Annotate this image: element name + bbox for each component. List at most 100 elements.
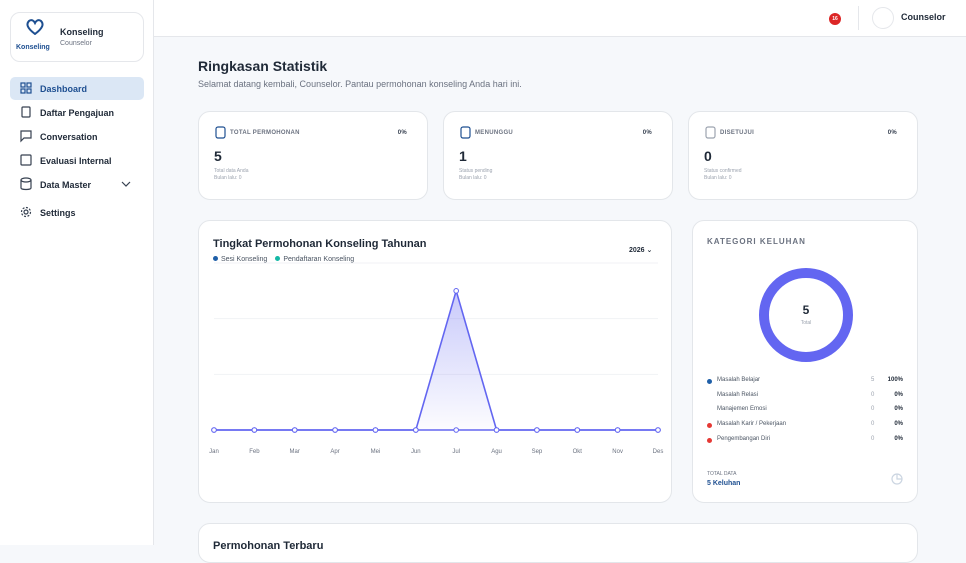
category-name: Masalah Relasi [717, 391, 759, 398]
legend-item: Sesi Konseling [213, 256, 267, 263]
legend-label: Sesi Konseling [221, 256, 268, 263]
footer-value: 5 Keluhan [707, 480, 741, 487]
line-chart-card: Tingkat Permohonan Konseling Tahunan 202… [198, 220, 672, 503]
stat-label: TOTAL PERMOHONAN [230, 130, 300, 136]
category-dot [707, 437, 712, 443]
stat-value: 5 [214, 148, 222, 164]
category-name: Pengembangan Diri [717, 435, 771, 442]
stat-note: Total data Anda [214, 168, 249, 174]
year: 2026 [629, 247, 645, 254]
logo-box: Konseling Konseling Counselor [10, 12, 144, 62]
logo-icon [26, 19, 44, 35]
category-count: 5 [871, 377, 875, 383]
stat-note: Status confirmed [704, 168, 742, 174]
category-percent: 0% [894, 421, 903, 428]
legend-dot [213, 256, 218, 261]
page-subtitle: Selamat datang kembali, Counselor. Panta… [198, 79, 522, 89]
point [574, 427, 581, 433]
category-dot [707, 423, 712, 429]
avatar[interactable] [872, 7, 894, 29]
stat-card: MENUNGGU 0% 1 Status pending Bulan lalu: 0 [443, 111, 673, 200]
chart-title: Tingkat Permohonan Konseling Tahunan [213, 238, 427, 250]
x-tick-label: Feb [249, 449, 260, 455]
point [211, 427, 217, 433]
stat-icon [705, 126, 716, 139]
page-title: Ringkasan Statistik [198, 58, 328, 74]
divider [858, 6, 859, 30]
category-count: 0 [871, 421, 875, 428]
nav-item[interactable]: Data Master [40, 179, 92, 190]
point [453, 288, 459, 294]
x-tick-label: Mei [371, 449, 381, 455]
stat-icon [460, 126, 471, 139]
stat-change: 0% [887, 130, 897, 136]
x-tick-label: Nov [612, 449, 623, 455]
point [614, 427, 621, 433]
x-tick-label: Agu [491, 449, 502, 455]
donut-card: KATEGORI KELUHAN 5 Total TOTAL DATA 5 Ke… [692, 220, 918, 503]
x-tick-label: Jun [411, 449, 421, 455]
stat-previous: Bulan lalu: 0 [704, 175, 732, 181]
point [251, 427, 258, 433]
stat-note: Status pending [459, 168, 493, 174]
stat-previous: Bulan lalu: 0 [459, 175, 487, 181]
category-count: 0 [871, 435, 875, 442]
line-chart: Jan Feb Mar Apr Mei Jun Jul Agu Sep Okt Nov Des [209, 262, 664, 455]
icon-shape [705, 126, 716, 139]
pie-icon [891, 473, 903, 485]
legend-dot [275, 256, 281, 261]
brand: Konseling [60, 27, 104, 37]
category-percent: 0% [894, 435, 903, 442]
category-dot [707, 379, 712, 384]
recent-card: Permohonan Terbaru [198, 523, 918, 563]
nav-item[interactable]: Evaluasi Internal [40, 155, 112, 166]
year-select[interactable]: 2026 ⌄ [629, 247, 653, 254]
stat-value: 0 [704, 148, 712, 164]
donut-title: KATEGORI KELUHAN [707, 237, 806, 246]
stat-previous: Bulan lalu: 0 [214, 175, 242, 181]
donut-segment [759, 268, 853, 362]
stat-label: MENUNGGU [475, 130, 514, 136]
legend-label: Pendaftaran Konseling [283, 256, 355, 263]
recent-title: Permohonan Terbaru [213, 540, 324, 552]
legend-item: Pendaftaran Konseling [275, 256, 354, 263]
x-tick-label: Sep [532, 449, 543, 455]
series-line [214, 287, 658, 431]
sidebar: Konseling Konseling Counselor Dashboard … [0, 0, 154, 545]
stat-card: DISETUJUI 0% 0 Status confirmed Bulan lalu: … [688, 111, 918, 200]
category-percent: 0% [894, 406, 903, 413]
point [655, 427, 661, 433]
nav-item[interactable]: Dashboard [10, 77, 144, 100]
x-tick-label: Des [653, 449, 664, 455]
logo-text: Konseling [16, 44, 50, 51]
topbar: 16 Counselor [154, 0, 966, 37]
point [372, 427, 379, 433]
category-count: 0 [871, 406, 875, 413]
point [332, 427, 338, 433]
category-name: Masalah Karir / Pekerjaan [717, 421, 787, 428]
notification-icon[interactable] [826, 9, 848, 29]
point [413, 427, 419, 433]
nav-item[interactable]: Settings [40, 207, 76, 218]
category-count: 0 [871, 391, 875, 398]
stat-value: 1 [459, 148, 467, 164]
x-tick-label: Jul [452, 449, 460, 455]
x-tick-label: Okt [573, 449, 583, 455]
nav-item[interactable]: Conversation [40, 131, 98, 142]
category-percent: 100% [887, 377, 903, 383]
icon-shape [460, 126, 471, 139]
x-tick-label: Mar [290, 449, 300, 455]
donut-total-label: Total [800, 320, 812, 326]
donut-chart [759, 268, 853, 362]
point [291, 427, 298, 433]
footer-label: TOTAL DATA [707, 471, 737, 477]
nav-item[interactable]: Daftar Pengajuan [40, 107, 115, 118]
donut-total: 5 [802, 303, 810, 317]
x-tick-label: Apr [330, 449, 339, 455]
stat-change: 0% [397, 130, 407, 136]
category-name: Masalah Belajar [717, 377, 761, 383]
point [534, 427, 540, 433]
user-name[interactable]: Counselor [901, 12, 946, 22]
stat-label: DISETUJUI [720, 130, 755, 136]
stat-icon [215, 126, 226, 139]
